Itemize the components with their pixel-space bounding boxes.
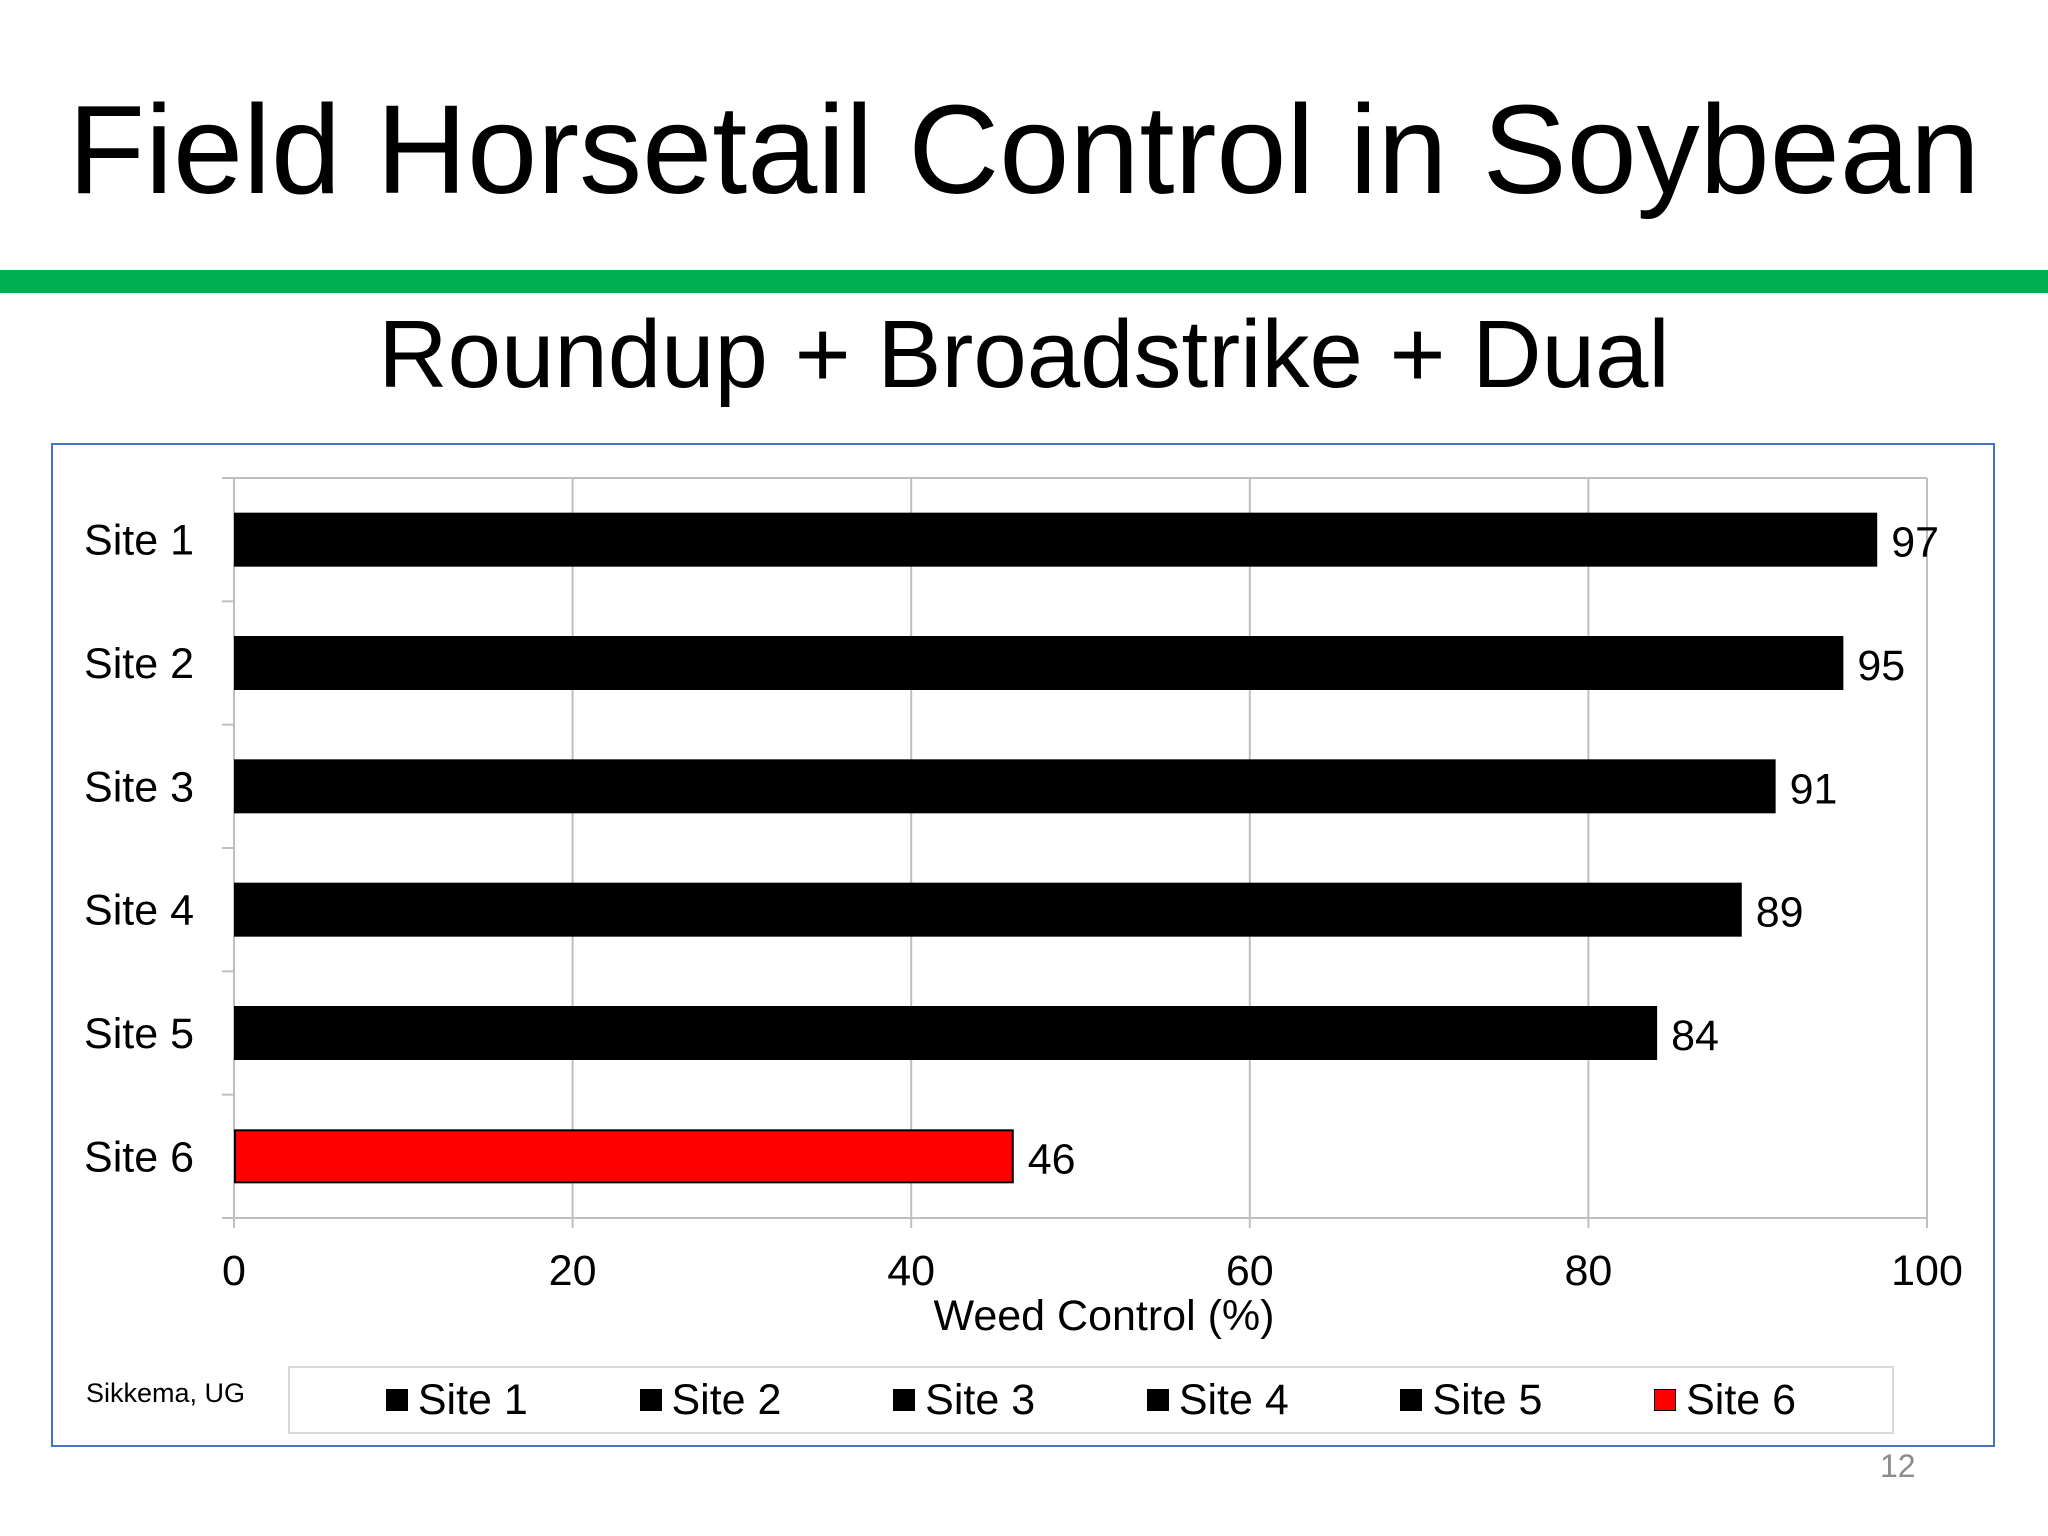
data-label: 84 (1671, 1012, 1719, 1060)
data-label: 46 (1028, 1135, 1076, 1183)
bar-site-1 (234, 512, 1878, 567)
legend-swatch (1146, 1389, 1169, 1411)
chart-frame (51, 443, 1995, 1447)
legend-item: Site 2 (639, 1375, 782, 1425)
data-label: 89 (1756, 889, 1804, 937)
chart-labels: 0 20 40 60 80 100 Site 1 97 Site 2 95 Site 3 91 Site… (84, 517, 1963, 1295)
slide-title: Field Horsetail Control in Soybean (68, 79, 1980, 220)
page-number: 12 (1880, 1448, 1916, 1484)
x-tick-label: 0 (222, 1247, 246, 1295)
bar-site-5 (234, 1006, 1658, 1060)
x-axis-title: Weed Control (%) (934, 1292, 1275, 1340)
y-category-label: Site 4 (84, 887, 194, 935)
legend-item: Site 3 (893, 1376, 1035, 1425)
chart-subtitle: Roundup + Broadstrike + Dual (378, 301, 1670, 408)
bar-site-3 (234, 759, 1776, 814)
x-tick-label: 60 (1226, 1247, 1274, 1295)
source-note: Sikkema, UG (86, 1378, 246, 1408)
data-label: 97 (1891, 519, 1939, 567)
x-tick-label: 100 (1891, 1247, 1963, 1295)
legend-label: Site 2 (671, 1375, 782, 1424)
bar-site-6 (234, 1129, 1014, 1184)
legend-item: Site 4 (1146, 1375, 1289, 1425)
y-category-label: Site 1 (84, 517, 194, 565)
y-category-label: Site 6 (84, 1133, 194, 1181)
data-label: 91 (1790, 765, 1838, 813)
x-tick-label: 20 (549, 1247, 597, 1295)
y-category-label: Site 3 (84, 763, 194, 811)
legend-swatch (385, 1389, 408, 1411)
legend-swatch (1654, 1389, 1677, 1411)
chart-legend: Site 1 Site 2 Site 3 Site 4 Site 5 Site 6 (288, 1366, 1894, 1434)
bar-site-4 (234, 882, 1742, 937)
legend-label: Site 1 (417, 1375, 528, 1424)
legend-swatch (1400, 1389, 1423, 1411)
legend-item: Site 6 (1654, 1376, 1796, 1425)
legend-item: Site 1 (385, 1375, 528, 1425)
legend-label: Site 5 (1432, 1375, 1543, 1424)
chart-axes (222, 477, 1928, 1228)
y-category-label: Site 2 (84, 640, 194, 688)
legend-item: Site 5 (1400, 1376, 1542, 1425)
y-category-label: Site 5 (84, 1010, 194, 1058)
chart-gridlines (234, 477, 1928, 1218)
chart-bars (234, 512, 1878, 1184)
x-tick-label: 80 (1564, 1247, 1612, 1295)
x-tick-label: 40 (887, 1247, 935, 1295)
title-divider (0, 270, 2048, 293)
legend-swatch (639, 1389, 662, 1411)
bar-site-2 (234, 636, 1844, 690)
legend-swatch (893, 1389, 916, 1411)
data-label: 95 (1857, 642, 1905, 690)
legend-label: Site 6 (1686, 1375, 1797, 1424)
legend-label: Site 3 (925, 1375, 1036, 1424)
legend-label: Site 4 (1178, 1375, 1289, 1424)
